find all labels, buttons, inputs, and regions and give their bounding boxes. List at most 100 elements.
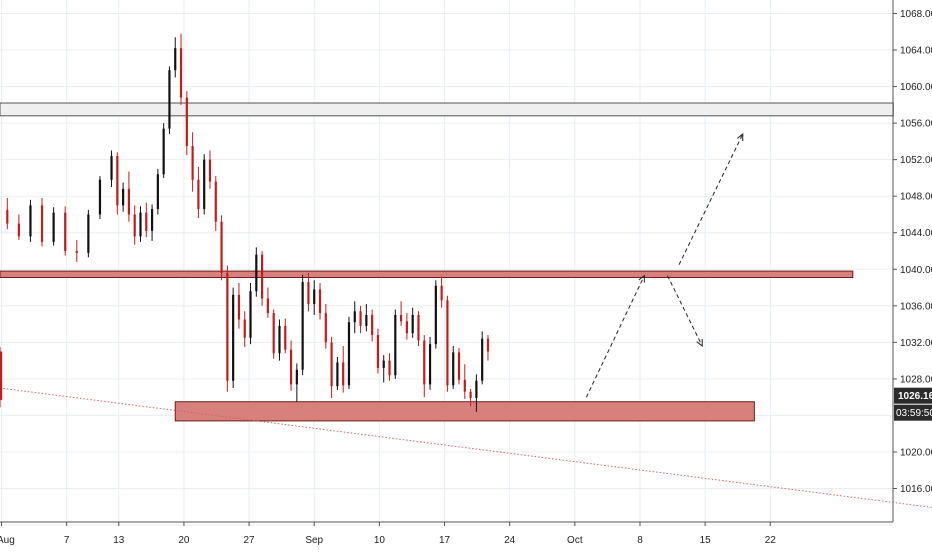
y-tick-label: 1032.00 [900, 338, 932, 349]
y-tick-label: 1060.00 [900, 82, 932, 93]
candle-body [411, 314, 414, 334]
candle-body [220, 221, 223, 273]
zones [0, 102, 894, 422]
candle-body [255, 254, 258, 292]
x-tick-label: 20 [178, 535, 190, 546]
candle-body [423, 340, 426, 385]
y-tick-label: 1068.00 [900, 9, 932, 20]
candle-body [301, 282, 304, 370]
candle-body [359, 311, 362, 326]
candle-body [324, 313, 327, 343]
candle-body [440, 285, 443, 301]
candle-body [307, 282, 310, 304]
candle-body [139, 212, 142, 237]
candle-body [168, 70, 171, 129]
candle-body [469, 391, 472, 399]
candle-body [313, 289, 316, 304]
y-tick-label: 1044.00 [900, 228, 932, 239]
candle-body [284, 325, 287, 350]
resistance-zone [0, 270, 854, 278]
projection-line [585, 275, 645, 398]
candle-body [295, 369, 298, 385]
candle-body [272, 313, 275, 354]
candle-body [243, 319, 246, 338]
y-tick-label: 1052.00 [900, 155, 932, 166]
candle-body [463, 379, 466, 392]
candle-body [156, 174, 159, 209]
candle-body [98, 179, 102, 215]
candle-body [342, 362, 345, 386]
candle-body [162, 128, 165, 175]
y-tick-label: 1064.00 [900, 46, 932, 57]
candle-body [6, 209, 9, 224]
y-tick-label: 1040.00 [900, 265, 932, 276]
candle-body [452, 352, 455, 386]
projection-arrows [585, 133, 744, 398]
x-tick-label: 22 [765, 535, 777, 546]
candle-body [261, 254, 264, 299]
candle-body [52, 212, 55, 242]
candle-body [232, 294, 235, 381]
candle-body [371, 314, 374, 336]
candle-body [353, 311, 356, 323]
candle-body [29, 205, 32, 237]
descending-trendline [0, 387, 932, 508]
candle-body [428, 344, 432, 385]
candle-body [475, 380, 478, 399]
candle-body [203, 159, 206, 209]
x-tick-label: 15 [700, 535, 712, 546]
x-tick-label: Aug [0, 535, 15, 546]
candle-body [110, 156, 113, 180]
y-tick-label: 1056.00 [900, 119, 932, 130]
candle-body [208, 159, 212, 182]
candle-body [127, 188, 131, 215]
candle-body [75, 251, 78, 253]
trendline-layer [0, 387, 932, 508]
y-tick-label: 1016.00 [900, 484, 932, 495]
projection-line [667, 275, 703, 347]
x-tick-label: Sep [305, 535, 323, 546]
candle-body [179, 48, 183, 98]
candle-body [399, 314, 403, 322]
x-tick-label: 27 [244, 535, 256, 546]
candle-body [174, 48, 177, 71]
last-price-tag [894, 387, 932, 404]
candle-body [347, 322, 351, 386]
candle-body [145, 212, 148, 231]
candle-body [481, 338, 484, 381]
x-tick-label: 17 [439, 535, 451, 546]
candle-body [382, 360, 385, 368]
candle-body [336, 362, 339, 387]
candle-body [237, 294, 241, 320]
candles [0, 33, 490, 412]
candle-body [446, 300, 449, 386]
candle-body [434, 285, 437, 345]
candle-body [417, 314, 420, 341]
y-tick-label: 1036.00 [900, 301, 932, 312]
candle-body [266, 298, 269, 314]
candle-body [191, 145, 194, 180]
candle-body [388, 360, 391, 376]
support-zone [174, 401, 755, 422]
candle-body [457, 352, 461, 380]
candle-body [150, 208, 154, 231]
candle-body [249, 291, 252, 338]
candle-body [87, 214, 90, 253]
grid [0, 0, 893, 526]
projection-arrowhead [736, 133, 744, 142]
y-tick-label: 1020.00 [900, 447, 932, 458]
x-tick-label: 10 [374, 535, 386, 546]
x-tick-label: Oct [567, 535, 583, 546]
candle-body [394, 314, 397, 376]
x-tick-label: 13 [113, 535, 125, 546]
candle-body [405, 321, 408, 334]
candle-body [122, 188, 125, 206]
candle-body [318, 289, 322, 314]
x-tick-label: 24 [504, 535, 516, 546]
x-tick-label: 8 [637, 535, 643, 546]
candle-body [330, 342, 333, 387]
upper-zone [0, 102, 894, 117]
